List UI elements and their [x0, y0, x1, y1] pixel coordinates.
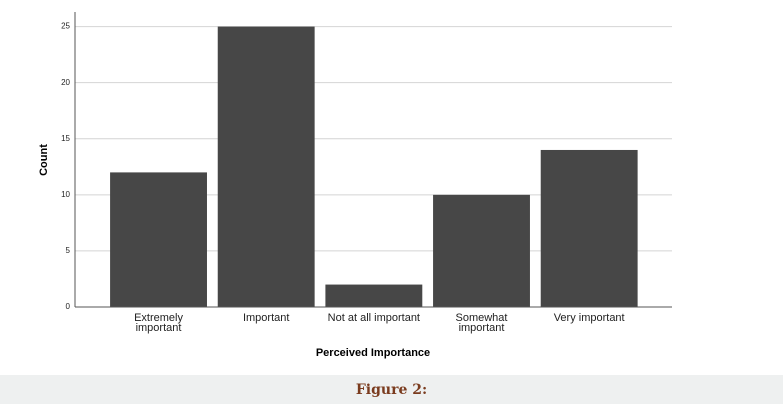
- bar: [433, 194, 530, 307]
- bar: [217, 26, 315, 307]
- figure-caption: Figure 2:: [355, 382, 428, 398]
- y-tick-label: 0: [66, 302, 71, 311]
- x-tick-label: Very important: [553, 312, 625, 324]
- y-axis-label: Count: [38, 144, 50, 176]
- x-tick-label: Important: [242, 312, 290, 324]
- y-tick-label: 5: [66, 246, 71, 255]
- x-tick-label: Extremely important: [134, 312, 183, 334]
- y-tick-label: 10: [61, 190, 70, 199]
- bar: [325, 284, 423, 307]
- x-tick-label: Somewhat important: [455, 312, 508, 334]
- bar: [540, 149, 638, 307]
- x-tick-label: Not at all important: [327, 312, 420, 324]
- y-tick-label: 20: [61, 78, 70, 87]
- x-axis-label: Perceived Importance: [316, 347, 430, 359]
- bar: [110, 172, 207, 307]
- y-tick-label: 25: [61, 22, 70, 31]
- y-tick-label: 15: [61, 134, 70, 143]
- chart: Count Perceived Importance 0 5 10 15 20 25: [38, 12, 672, 359]
- caption-bar: Figure 2:: [0, 375, 783, 404]
